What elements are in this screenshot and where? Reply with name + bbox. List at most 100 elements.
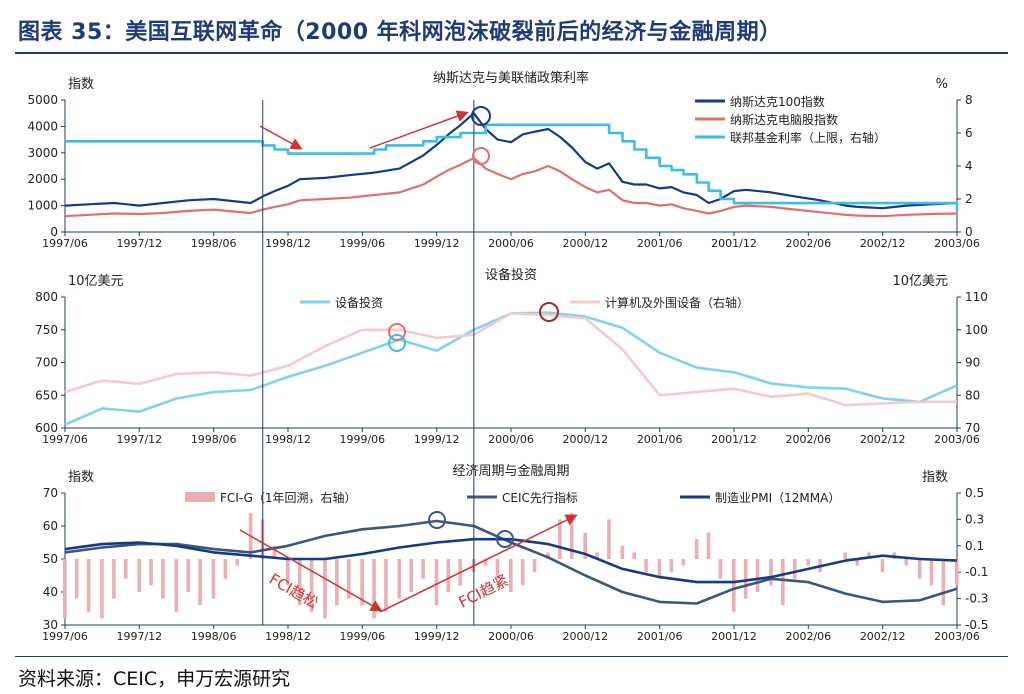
fci-bar (149, 559, 153, 586)
annotation-fci-tight: FCI趋紧 (456, 571, 512, 611)
y2-tick-label: 4 (965, 159, 973, 173)
fci-bar (681, 559, 686, 566)
y-tick-label: 650 (35, 388, 58, 402)
y-tick-label: 70 (43, 486, 58, 500)
x-tick-label: 2002/12 (860, 630, 906, 643)
x-tick-label: 2000/12 (562, 433, 608, 446)
fci-bar (520, 559, 525, 586)
fci-bar (297, 559, 302, 606)
y2-tick-label: 0.1 (965, 539, 984, 553)
arrow-up-1 (369, 110, 469, 149)
y2-tick-label: 0 (965, 225, 973, 239)
highlight-circle-equip-peak (539, 302, 559, 322)
y-tick-label: 2000 (27, 172, 58, 186)
series-line-0 (64, 311, 958, 426)
fci-bar (286, 559, 290, 586)
x-tick-label: 2001/12 (711, 433, 757, 446)
x-tick-label: 2002/06 (785, 237, 831, 250)
y2-tick-label: 2 (965, 192, 973, 206)
fci-bar (929, 559, 934, 586)
series-line-1 (64, 157, 958, 218)
highlight-circle-peak (471, 106, 491, 126)
highlight-circle-computer-2 (388, 323, 406, 341)
x-tick-label: 1998/12 (265, 630, 311, 643)
fci-bar (769, 559, 773, 586)
fci-bar (100, 559, 104, 619)
fci-bar (409, 559, 413, 592)
x-tick-label: 1998/12 (265, 433, 311, 446)
x-tick-label: 2000/06 (488, 630, 534, 643)
y-tick-label: 750 (35, 323, 58, 337)
y2-tick-label: 6 (965, 126, 973, 140)
fci-bar (174, 559, 179, 612)
y2-axis-title: 10亿美元 (892, 274, 948, 289)
fci-bar (223, 559, 228, 579)
y-tick-label: 30 (43, 618, 58, 632)
x-tick-label: 1999/12 (414, 237, 460, 250)
series-line-0 (64, 519, 958, 605)
fci-bar (880, 559, 885, 573)
x-tick-label: 1997/12 (116, 237, 162, 250)
fci-bar (186, 559, 190, 592)
legend-label: 联邦基金利率（上限，右轴） (730, 130, 886, 145)
y2-tick-label: 80 (965, 388, 980, 402)
fci-bar (323, 559, 327, 619)
fci-bar (669, 559, 674, 573)
y-tick-label: 60 (43, 519, 58, 533)
y2-tick-label: -0.5 (965, 618, 988, 632)
x-tick-label: 1998/06 (191, 433, 237, 446)
x-tick-label: 2000/06 (488, 237, 534, 250)
x-tick-label: 1998/06 (191, 630, 237, 643)
y2-tick-label: 8 (965, 93, 973, 107)
fci-bar (904, 559, 909, 566)
x-tick-label: 2000/12 (562, 237, 608, 250)
x-tick-label: 2002/12 (860, 433, 906, 446)
panel-equipment: 600 650 700 750 800 70 80 90 100 110 1997/06 1997/1… (35, 267, 988, 446)
fci-bar (235, 559, 240, 566)
bottom-rule (15, 656, 1008, 657)
y2-tick-label: 100 (965, 323, 988, 337)
panel-title: 设备投资 (485, 267, 537, 283)
series-line-1 (64, 537, 958, 584)
x-tick-label: 2003/06 (934, 237, 980, 250)
x-tick-label: 2003/06 (934, 630, 980, 643)
x-tick-label: 2001/06 (637, 630, 683, 643)
fci-bar (792, 559, 797, 579)
fci-bar (63, 559, 67, 619)
fci-bar (397, 559, 402, 599)
y-axis-title: 指数 (68, 470, 94, 485)
arrow-down-1 (259, 125, 303, 150)
x-tick-label: 1997/12 (116, 433, 162, 446)
fci-bar (421, 559, 425, 579)
y-tick-label: 800 (35, 290, 58, 304)
y-tick-label: 5000 (27, 93, 58, 107)
fci-bar (123, 559, 128, 579)
fci-bar (360, 559, 364, 606)
fci-bar (532, 559, 537, 573)
y2-axis-title: 指数 (922, 470, 948, 485)
fci-bar (583, 532, 587, 559)
x-tick-label: 1997/06 (42, 433, 88, 446)
x-tick-label: 2001/06 (637, 237, 683, 250)
x-tick-label: 1999/06 (339, 630, 385, 643)
fci-bar (161, 559, 165, 599)
y2-tick-label: -0.1 (965, 565, 988, 579)
y2-tick-label: 0.5 (965, 486, 984, 500)
fci-bar (346, 559, 351, 599)
fci-bar (558, 519, 562, 559)
legend-label: CEIC先行指标 (502, 490, 578, 505)
y2-tick-label: 0.3 (965, 512, 984, 526)
fci-bar (86, 559, 91, 612)
x-tick-label: 1997/06 (42, 630, 88, 643)
figure-title: 图表 35：美国互联网革命（2000 年科网泡沫破裂前后的经济与金融周期） (18, 20, 782, 45)
fci-bar (644, 559, 648, 573)
y-tick-label: 600 (35, 421, 58, 435)
x-tick-label: 2001/12 (711, 237, 757, 250)
x-tick-label: 2000/06 (488, 433, 534, 446)
fci-bar (595, 552, 599, 559)
legend-label: FCI-G（1年回溯，右轴） (220, 490, 357, 505)
fci-bar (694, 539, 699, 559)
legend-label: 设备投资 (335, 295, 383, 310)
fci-bar (743, 559, 748, 599)
